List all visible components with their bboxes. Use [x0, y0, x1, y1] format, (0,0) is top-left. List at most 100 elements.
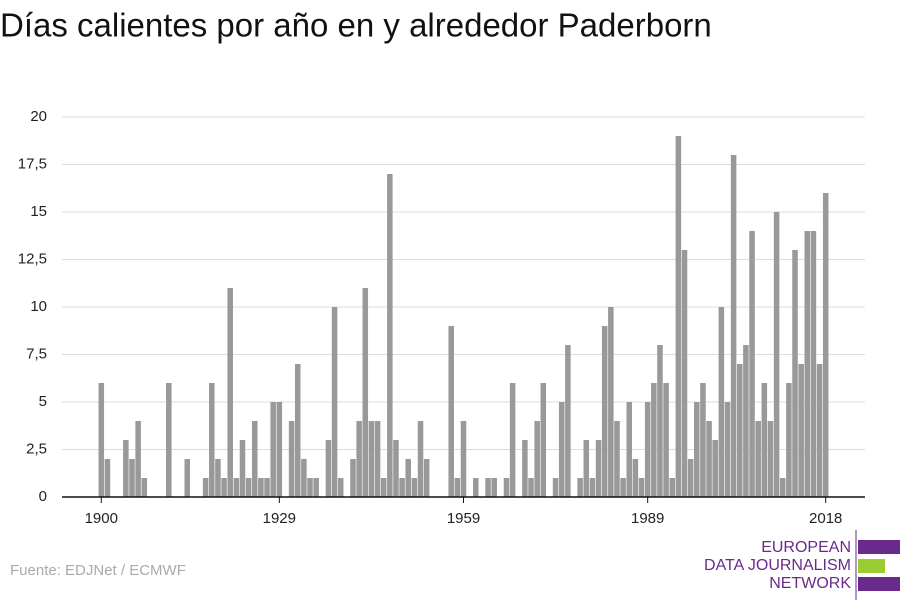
bar: [276, 402, 283, 497]
bar: [822, 193, 829, 497]
bar: [620, 478, 626, 497]
bar: [411, 478, 418, 497]
bar: [227, 288, 233, 497]
bar: [718, 307, 725, 497]
y-tick-label: 0: [39, 488, 47, 505]
bar: [743, 345, 749, 497]
y-tick-label: 20: [30, 108, 47, 125]
bar: [399, 478, 405, 497]
bar: [313, 478, 319, 497]
bar: [503, 478, 510, 497]
source: Fuente: EDJNet / ECMWF: [10, 562, 186, 579]
bar: [337, 478, 344, 497]
y-tick-label: 5: [39, 393, 47, 410]
bar: [331, 307, 338, 497]
bar: [786, 383, 792, 497]
bar: [779, 478, 786, 497]
bar: [215, 459, 221, 497]
bar: [638, 478, 645, 497]
bar: [264, 478, 270, 497]
y-tick-label: 2,5: [26, 440, 47, 457]
bar: [104, 459, 111, 497]
logo: EUROPEAN DATA JOURNALISM NETWORK: [704, 530, 900, 600]
bar: [233, 478, 240, 497]
logo-text: EUROPEAN: [761, 539, 851, 556]
bar: [528, 478, 534, 497]
bar: [540, 383, 547, 497]
y-tick-label: 7,5: [26, 345, 47, 362]
bar: [804, 231, 811, 497]
bar: [767, 421, 774, 497]
bar: [773, 212, 780, 497]
x-tick-label: 1929: [263, 510, 296, 527]
bar: [522, 440, 528, 497]
bar: [632, 459, 639, 497]
bar: [558, 402, 565, 497]
bar: [730, 155, 737, 497]
bar: [387, 174, 393, 497]
bar: [209, 383, 215, 497]
bar: [577, 478, 583, 497]
bar: [202, 478, 209, 497]
bar: [644, 402, 651, 497]
bar: [552, 478, 559, 497]
y-tick-label: 17,5: [18, 155, 47, 172]
bar: [356, 421, 362, 497]
bar: [601, 326, 608, 497]
bar: [448, 326, 454, 497]
bar: [221, 478, 227, 497]
logo-text: DATA JOURNALISM: [704, 557, 851, 574]
bar: [166, 383, 172, 497]
bar: [123, 440, 129, 497]
bar: [417, 421, 424, 497]
logo-bar: [858, 577, 900, 591]
x-tick-label: 1989: [631, 510, 664, 527]
bar: [245, 478, 252, 497]
bar: [129, 459, 135, 497]
bar: [608, 307, 614, 497]
bar: [651, 383, 657, 497]
logo-text: NETWORK: [769, 575, 851, 592]
bar: [380, 478, 387, 497]
bar: [755, 421, 761, 497]
y-tick-label: 15: [30, 203, 47, 220]
bar: [393, 440, 399, 497]
bar: [712, 440, 718, 497]
bar: [589, 478, 596, 497]
bar: [724, 402, 731, 497]
bar: [669, 478, 675, 497]
bar: [350, 459, 356, 497]
bar: [626, 402, 633, 497]
bar: [614, 421, 620, 497]
bar: [792, 250, 798, 497]
bar: [657, 345, 663, 497]
bar: [423, 459, 430, 497]
logo-bar: [858, 540, 900, 554]
bar: [98, 383, 105, 497]
bar: [325, 440, 332, 497]
bar: [675, 136, 682, 497]
bar: [135, 421, 141, 497]
y-tick-label: 10: [30, 298, 47, 315]
x-tick-label: 1959: [447, 510, 480, 527]
bar: [485, 478, 491, 497]
bar: [706, 421, 712, 497]
bar: [565, 345, 571, 497]
bar: [583, 440, 590, 497]
bar: [816, 364, 823, 497]
logo-bar: [858, 559, 885, 573]
bar: [405, 459, 412, 497]
bar: [694, 402, 700, 497]
chart-title: Días calientes por año en y alrededor Pa…: [0, 7, 712, 44]
x-tick-label: 2018: [809, 510, 842, 527]
bar: [749, 231, 755, 497]
bar: [270, 402, 276, 497]
bar: [307, 478, 313, 497]
bar: [491, 478, 497, 497]
bar: [301, 459, 307, 497]
bar: [473, 478, 479, 497]
bar: [681, 250, 688, 497]
bar: [534, 421, 540, 497]
bar: [258, 478, 264, 497]
